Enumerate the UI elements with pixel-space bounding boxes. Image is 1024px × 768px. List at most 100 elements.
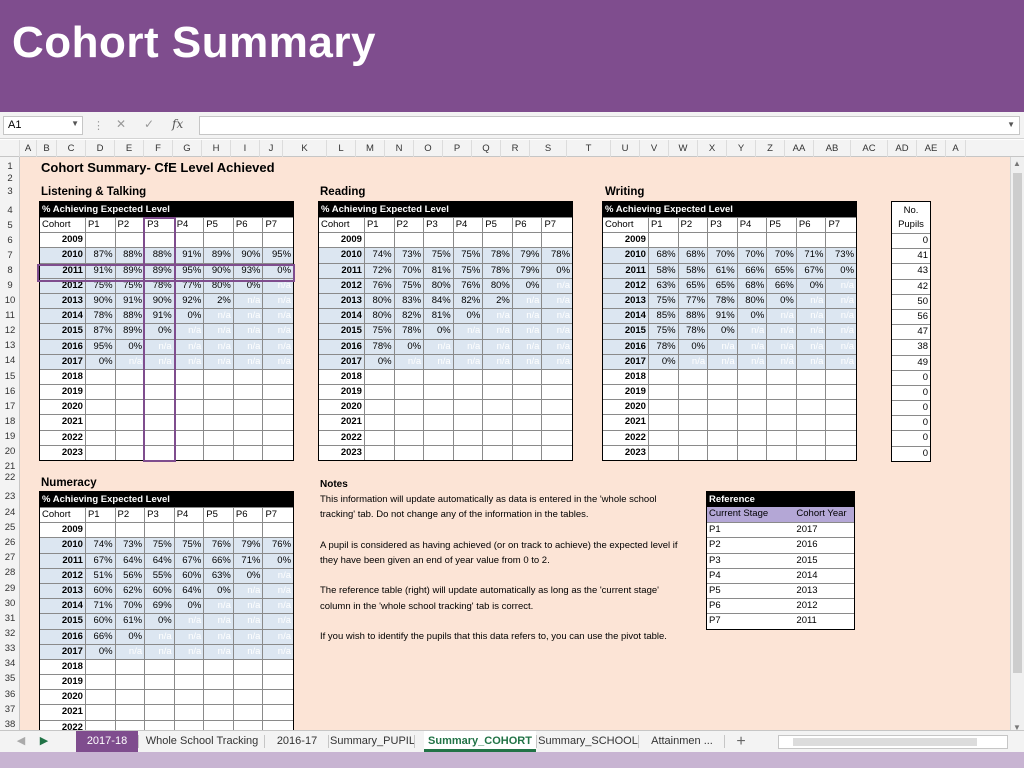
- percent-cell[interactable]: [826, 370, 856, 384]
- percent-cell[interactable]: 91%: [86, 263, 116, 278]
- percent-cell[interactable]: [395, 415, 425, 430]
- percent-cell[interactable]: [826, 400, 856, 414]
- cohort-year[interactable]: 2015: [603, 324, 649, 339]
- percent-cell[interactable]: [542, 431, 572, 445]
- column-header[interactable]: P: [443, 140, 472, 157]
- percent-cell[interactable]: [145, 675, 175, 690]
- percent-cell[interactable]: n/a: [277, 615, 292, 627]
- percent-cell[interactable]: [454, 415, 484, 430]
- percent-cell[interactable]: 81%: [424, 263, 454, 278]
- percent-cell[interactable]: 0%: [365, 354, 395, 369]
- percent-cell[interactable]: [116, 705, 146, 720]
- cohort-year[interactable]: 2011: [40, 263, 86, 278]
- percent-cell[interactable]: 75%: [424, 248, 454, 263]
- percent-cell[interactable]: [204, 233, 234, 248]
- row-header[interactable]: 2: [7, 173, 13, 184]
- percent-cell[interactable]: n/a: [234, 354, 264, 369]
- row-header[interactable]: 6: [7, 235, 13, 246]
- percent-cell[interactable]: n/a: [513, 324, 543, 339]
- percent-cell[interactable]: [116, 659, 146, 675]
- percent-cell[interactable]: 68%: [679, 248, 709, 263]
- cohort-year[interactable]: 2011: [319, 263, 365, 278]
- percent-cell[interactable]: n/a: [204, 599, 234, 614]
- percent-cell[interactable]: n/a: [454, 324, 484, 339]
- percent-cell[interactable]: n/a: [175, 354, 205, 369]
- percent-cell[interactable]: [175, 659, 205, 675]
- reference-year[interactable]: 2015: [796, 554, 818, 566]
- percent-cell[interactable]: [86, 415, 116, 430]
- percent-cell[interactable]: [175, 430, 205, 445]
- reference-year[interactable]: 2014: [796, 569, 818, 581]
- cohort-year[interactable]: 2013: [40, 293, 86, 309]
- row-header[interactable]: 37: [4, 704, 16, 715]
- percent-cell[interactable]: 60%: [86, 614, 116, 629]
- percent-cell[interactable]: n/a: [234, 644, 264, 659]
- percent-cell[interactable]: n/a: [454, 354, 484, 369]
- pupil-count[interactable]: 42: [917, 280, 928, 292]
- row-header[interactable]: 34: [4, 658, 16, 669]
- percent-cell[interactable]: [234, 369, 264, 385]
- sheet-tab[interactable]: Summary_SCHOOL: [538, 735, 638, 747]
- percent-cell[interactable]: n/a: [556, 294, 571, 306]
- reference-stage[interactable]: P4: [709, 569, 721, 581]
- percent-cell[interactable]: n/a: [483, 339, 513, 354]
- percent-cell[interactable]: [513, 430, 543, 445]
- scroll-thumb[interactable]: [793, 738, 977, 746]
- reference-stage[interactable]: P5: [709, 584, 721, 596]
- percent-cell[interactable]: [738, 385, 768, 400]
- percent-cell[interactable]: n/a: [424, 339, 454, 354]
- row-header[interactable]: 7: [7, 250, 13, 261]
- percent-cell[interactable]: [826, 415, 856, 429]
- cohort-year[interactable]: 2020: [40, 400, 86, 415]
- cohort-year[interactable]: 2009: [319, 233, 365, 248]
- percent-cell[interactable]: 80%: [204, 278, 234, 293]
- percent-cell[interactable]: [797, 385, 827, 400]
- percent-cell[interactable]: n/a: [556, 325, 571, 337]
- percent-cell[interactable]: n/a: [277, 600, 292, 612]
- percent-cell[interactable]: [204, 430, 234, 445]
- percent-cell[interactable]: [483, 233, 513, 248]
- cohort-year[interactable]: 2013: [40, 583, 86, 599]
- column-header[interactable]: AD: [888, 140, 917, 157]
- percent-cell[interactable]: n/a: [204, 309, 234, 324]
- reference-stage[interactable]: P3: [709, 554, 721, 566]
- cohort-year[interactable]: 2015: [319, 324, 365, 339]
- cohort-year[interactable]: 2017: [40, 644, 86, 659]
- percent-cell[interactable]: [116, 415, 146, 430]
- cohort-year[interactable]: 2020: [319, 400, 365, 415]
- percent-cell[interactable]: 0%: [738, 309, 768, 324]
- percent-cell[interactable]: 80%: [424, 278, 454, 293]
- percent-cell[interactable]: [424, 400, 454, 415]
- percent-cell[interactable]: [513, 400, 543, 415]
- percent-cell[interactable]: n/a: [116, 354, 146, 369]
- column-header[interactable]: J: [260, 140, 283, 157]
- percent-cell[interactable]: 80%: [483, 278, 513, 293]
- percent-cell[interactable]: [116, 675, 146, 690]
- percent-cell[interactable]: n/a: [797, 324, 827, 339]
- percent-cell[interactable]: 78%: [395, 324, 425, 339]
- percent-cell[interactable]: [738, 400, 768, 415]
- percent-cell[interactable]: n/a: [204, 614, 234, 629]
- cohort-year[interactable]: 2009: [603, 233, 649, 248]
- percent-cell[interactable]: [513, 415, 543, 430]
- percent-cell[interactable]: [86, 659, 116, 675]
- cohort-year[interactable]: 2023: [603, 445, 649, 460]
- percent-cell[interactable]: 78%: [649, 339, 679, 354]
- scroll-down-icon[interactable]: ▼: [1013, 723, 1021, 732]
- percent-cell[interactable]: 0%: [679, 339, 709, 354]
- row-header[interactable]: 36: [4, 689, 16, 700]
- percent-cell[interactable]: n/a: [175, 644, 205, 659]
- row-header[interactable]: 11: [5, 310, 15, 321]
- column-header[interactable]: Y: [727, 140, 756, 157]
- percent-cell[interactable]: [86, 523, 116, 538]
- percent-cell[interactable]: [116, 400, 146, 415]
- row-header[interactable]: 4: [7, 205, 13, 216]
- scroll-up-icon[interactable]: ▲: [1013, 159, 1021, 168]
- percent-cell[interactable]: n/a: [277, 325, 292, 337]
- cohort-year[interactable]: 2015: [40, 614, 86, 629]
- percent-cell[interactable]: n/a: [234, 614, 264, 629]
- pupil-count[interactable]: 0: [922, 417, 928, 429]
- percent-cell[interactable]: n/a: [483, 309, 513, 324]
- percent-cell[interactable]: [86, 445, 116, 460]
- percent-cell[interactable]: [395, 445, 425, 460]
